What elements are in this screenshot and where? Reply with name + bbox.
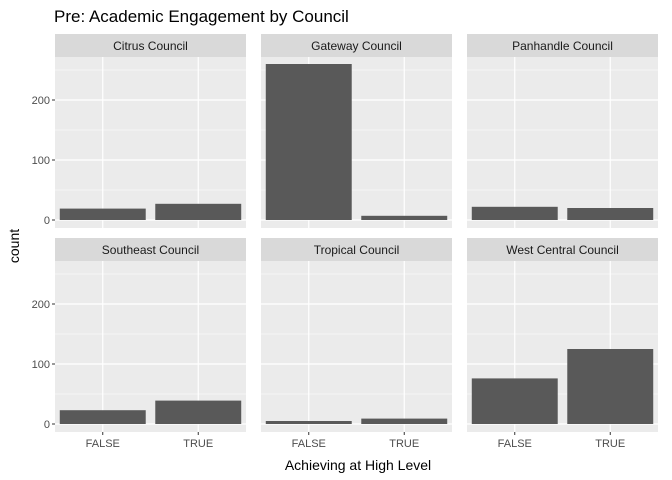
bar-tropical-council-true (361, 418, 448, 424)
facet-strip (55, 238, 246, 261)
x-tick-label: TRUE (183, 438, 213, 450)
x-axis-title: Achieving at High Level (285, 457, 431, 473)
x-tick-label: TRUE (389, 438, 419, 450)
y-tick-label: 0 (44, 419, 50, 431)
bar-panhandle-council-false (471, 206, 558, 220)
bar-citrus-council-false (59, 208, 146, 220)
facet-southeast-council: Southeast Council 0 100 200 FALSE TRUE (32, 238, 246, 450)
panel-background (55, 57, 246, 228)
facet-strip-label: Citrus Council (113, 39, 188, 53)
bar-gateway-council-false (265, 64, 352, 220)
facet-citrus-council: Citrus Council 0 100 200 (32, 34, 246, 228)
facet-panels: Citrus Council 0 100 200 Gateway Council Panh… (32, 34, 658, 450)
facet-strip-label: Southeast Council (102, 243, 199, 257)
facet-tropical-council: Tropical Council FALSE TRUE (261, 238, 452, 450)
facet-panhandle-council: Panhandle Council (467, 34, 658, 228)
bar-gateway-council-true (361, 215, 448, 220)
facet-strip (467, 238, 658, 261)
facet-strip (261, 238, 452, 261)
x-tick-label: FALSE (86, 438, 120, 450)
facet-strip-label: Panhandle Council (512, 39, 613, 53)
panel-background (261, 261, 452, 432)
y-tick-label: 200 (32, 95, 50, 107)
y-tick-label: 200 (32, 299, 50, 311)
bar-west-central-council-false (471, 378, 558, 424)
bar-southeast-council-true (155, 400, 242, 424)
facet-strip-label: Tropical Council (314, 243, 400, 257)
chart-title: Pre: Academic Engagement by Council (54, 7, 349, 26)
y-axis-title: count (6, 229, 22, 263)
x-tick-label: FALSE (292, 438, 326, 450)
facet-strip (261, 34, 452, 57)
facet-strip (467, 34, 658, 57)
bar-tropical-council-false (265, 421, 352, 424)
panel-background (467, 57, 658, 228)
facet-strip-label: West Central Council (506, 243, 619, 257)
facet-west-central-council: West Central Council FALSE TRUE (467, 238, 658, 450)
x-tick-label: FALSE (498, 438, 532, 450)
y-tick-label: 100 (32, 155, 50, 167)
bar-west-central-council-true (567, 349, 654, 424)
facet-strip (55, 34, 246, 57)
facet-strip-label: Gateway Council (311, 39, 402, 53)
y-tick-label: 0 (44, 215, 50, 227)
bar-citrus-council-true (155, 203, 242, 220)
bar-panhandle-council-true (567, 208, 654, 220)
bar-southeast-council-false (59, 410, 146, 424)
y-tick-label: 100 (32, 359, 50, 371)
x-tick-label: TRUE (595, 438, 625, 450)
facet-gateway-council: Gateway Council (261, 34, 452, 228)
